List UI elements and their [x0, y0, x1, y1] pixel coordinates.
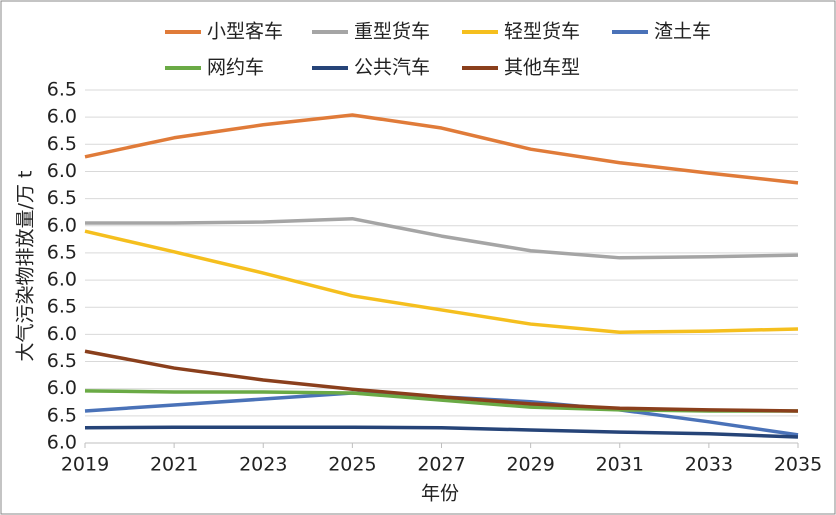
y-tick-label: 6.5 — [47, 187, 77, 209]
y-tick-label: 6.0 — [47, 160, 77, 182]
x-tick-label: 2031 — [596, 454, 644, 476]
y-tick-label: 6.0 — [47, 106, 77, 128]
x-tick-label: 2035 — [774, 454, 822, 476]
series-line — [85, 216, 799, 260]
x-tick-label: 2025 — [328, 454, 376, 476]
series-line — [84, 425, 799, 439]
x-tick-label: 2033 — [685, 454, 733, 476]
x-tick-label: 2021 — [150, 454, 198, 476]
y-tick-label: 6.5 — [47, 350, 77, 372]
legend-label: 重型货车 — [354, 21, 430, 43]
y-tick-label: 6.5 — [47, 296, 77, 318]
legend-label: 网约车 — [207, 57, 264, 79]
y-axis-label: 大气污染物排放量/万 t — [15, 171, 37, 362]
y-tick-label: 6.5 — [47, 133, 77, 155]
legend-label: 渣土车 — [654, 21, 711, 43]
series-line — [84, 229, 799, 334]
x-tick-label: 2027 — [417, 454, 465, 476]
y-tick-label: 6.0 — [47, 269, 77, 291]
y-tick-label: 6.0 — [47, 214, 77, 236]
y-tick-label: 6.0 — [47, 432, 77, 454]
y-tick-label: 6.5 — [47, 404, 77, 426]
x-tick-label: 2019 — [61, 454, 109, 476]
x-tick-label: 2029 — [506, 454, 554, 476]
series-line — [84, 113, 799, 185]
x-axis-label: 年份 — [421, 483, 459, 505]
legend-label: 小型客车 — [207, 21, 283, 43]
x-tick-label: 2023 — [239, 454, 287, 476]
series-line — [84, 349, 799, 413]
legend-label: 其他车型 — [504, 57, 580, 79]
legend-label: 轻型货车 — [504, 21, 580, 43]
y-tick-label: 6.0 — [47, 323, 77, 345]
y-tick-label: 6.5 — [47, 79, 77, 101]
y-tick-label: 6.5 — [47, 241, 77, 263]
legend-label: 公共汽车 — [354, 57, 430, 79]
y-tick-label: 6.0 — [47, 377, 77, 399]
